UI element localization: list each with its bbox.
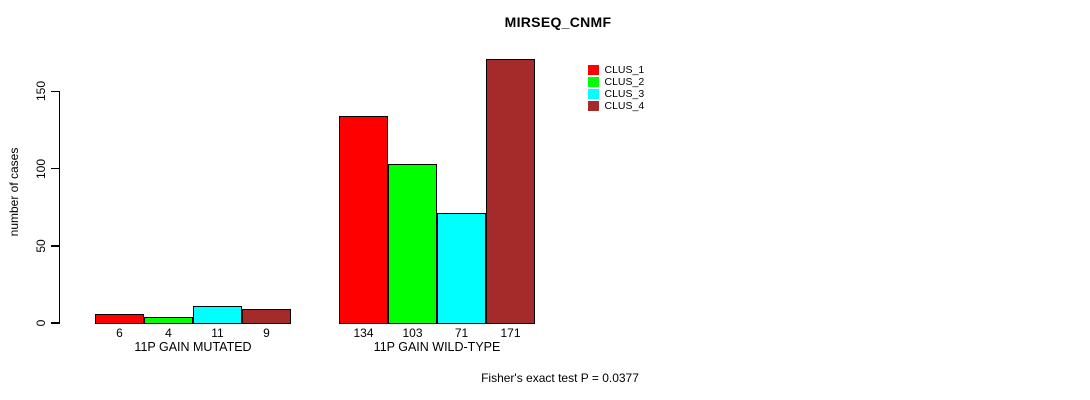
legend-swatch-clus_1 <box>588 64 599 75</box>
bar-value-label: 134 <box>353 326 374 340</box>
y-axis-tick-label: 0 <box>34 319 48 327</box>
bar-value-label: 71 <box>454 326 469 340</box>
fisher-test-annotation: Fisher's exact test P = 0.0377 <box>481 371 639 385</box>
bar-clus_4-group1 <box>242 309 291 325</box>
y-axis-tick-label: 50 <box>34 239 48 253</box>
x-category-label-mutated: 11P GAIN MUTATED <box>134 340 252 354</box>
bar-value-label: 4 <box>165 326 172 340</box>
bar-value-label: 103 <box>402 326 423 340</box>
chart-title: MIRSEQ_CNMF <box>504 14 612 30</box>
bar-clus_4-group2 <box>486 58 535 325</box>
y-axis-tick <box>50 322 59 324</box>
legend-label-clus_2: CLUS_2 <box>604 75 645 88</box>
bar-value-label: 9 <box>263 326 270 340</box>
bar-value-label: 171 <box>500 326 521 340</box>
y-axis-line <box>58 90 60 324</box>
legend-swatch-clus_3 <box>588 88 599 100</box>
bar-clus_3-group1 <box>193 306 242 325</box>
legend-label-clus_1: CLUS_1 <box>604 63 645 76</box>
bar-clus_2-group2 <box>388 163 437 325</box>
legend-label-clus_3: CLUS_3 <box>604 87 645 100</box>
y-axis-tick <box>50 167 59 170</box>
y-axis-tick <box>50 90 59 93</box>
bar-value-label: 6 <box>116 326 123 340</box>
x-category-label-wild-type: 11P GAIN WILD-TYPE <box>373 340 501 354</box>
bar-clus_2-group1 <box>144 316 193 325</box>
y-axis-label: number of cases <box>7 147 21 237</box>
bar-clus_1-group2 <box>339 116 388 325</box>
legend-swatch-clus_2 <box>588 76 599 88</box>
y-axis-tick <box>50 245 59 247</box>
bar-clus_3-group2 <box>437 213 486 325</box>
y-axis-tick-label: 100 <box>34 158 48 179</box>
y-axis-tick-label: 150 <box>34 81 48 102</box>
legend-label-clus_4: CLUS_4 <box>604 99 645 112</box>
bar-clus_1-group1 <box>95 313 144 325</box>
bar-value-label: 11 <box>211 326 224 340</box>
legend-swatch-clus_4 <box>588 100 599 112</box>
